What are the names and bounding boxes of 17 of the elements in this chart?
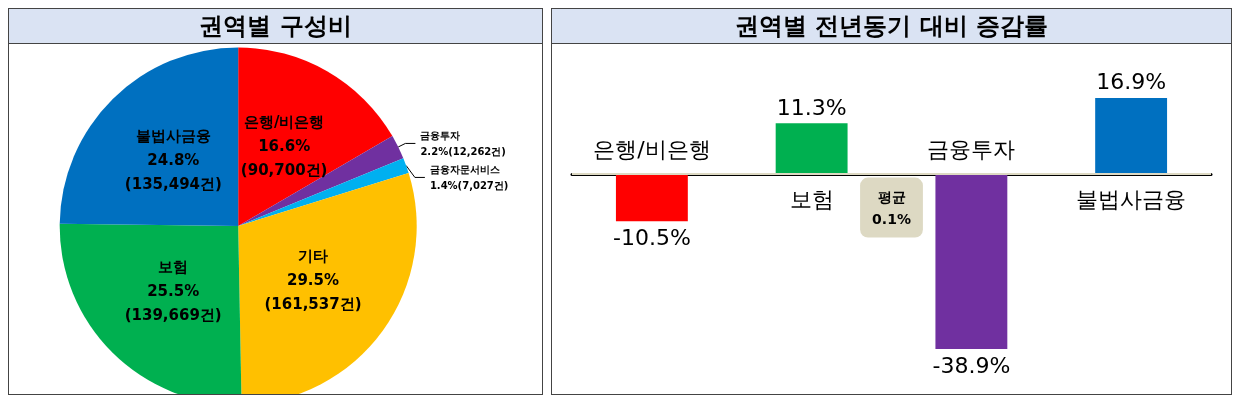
data-label: -10.5% — [612, 224, 691, 250]
data-label: 1.4%(7,027건) — [429, 179, 509, 191]
data-label: 24.8% (135,494건) — [124, 151, 222, 194]
ref-line-label: 평균 0.1% — [872, 188, 911, 227]
data-label: 2.2%(12,262건) — [420, 145, 506, 157]
data-label: 29.5% (161,537건) — [264, 270, 362, 313]
slice-label: 금융자문서비스 — [429, 163, 500, 175]
slice-label: 보험 — [158, 258, 189, 277]
chart-title: 권역별 구성비 — [9, 9, 542, 44]
slice-label: 기타 — [297, 246, 328, 265]
data-label: 16.9% — [1096, 69, 1167, 95]
data-label: -38.9% — [932, 352, 1011, 378]
chart-title: 권역별 전년동기 대비 증감률 — [552, 9, 1231, 44]
data-label: 11.3% — [776, 94, 847, 120]
slice-label: 은행/비은행 — [243, 113, 325, 132]
data-label: 16.6% (90,700건) — [240, 137, 328, 180]
data-label: 25.5% (139,669건) — [124, 282, 222, 325]
